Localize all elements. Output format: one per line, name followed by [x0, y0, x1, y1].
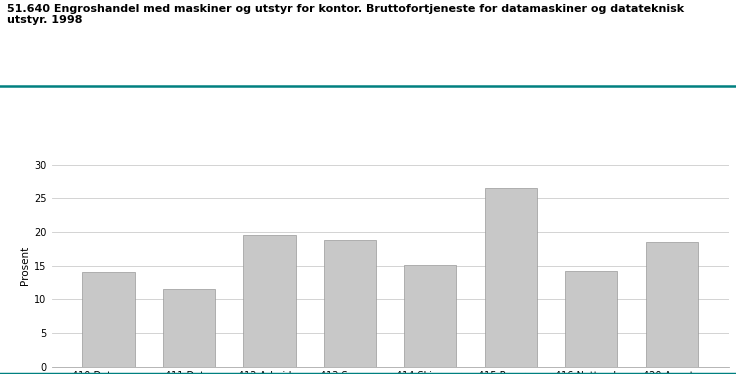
Y-axis label: Prosent: Prosent	[20, 246, 30, 285]
Bar	[484, 188, 537, 367]
Bar	[645, 242, 698, 367]
Bar	[565, 271, 618, 367]
Bar	[243, 235, 296, 367]
Text: 51.640 Engroshandel med maskiner og utstyr for kontor. Bruttofortjeneste for dat: 51.640 Engroshandel med maskiner og utst…	[7, 4, 684, 25]
Bar	[324, 240, 376, 367]
Bar	[82, 272, 135, 367]
Bar	[404, 265, 456, 367]
Bar	[163, 289, 215, 367]
